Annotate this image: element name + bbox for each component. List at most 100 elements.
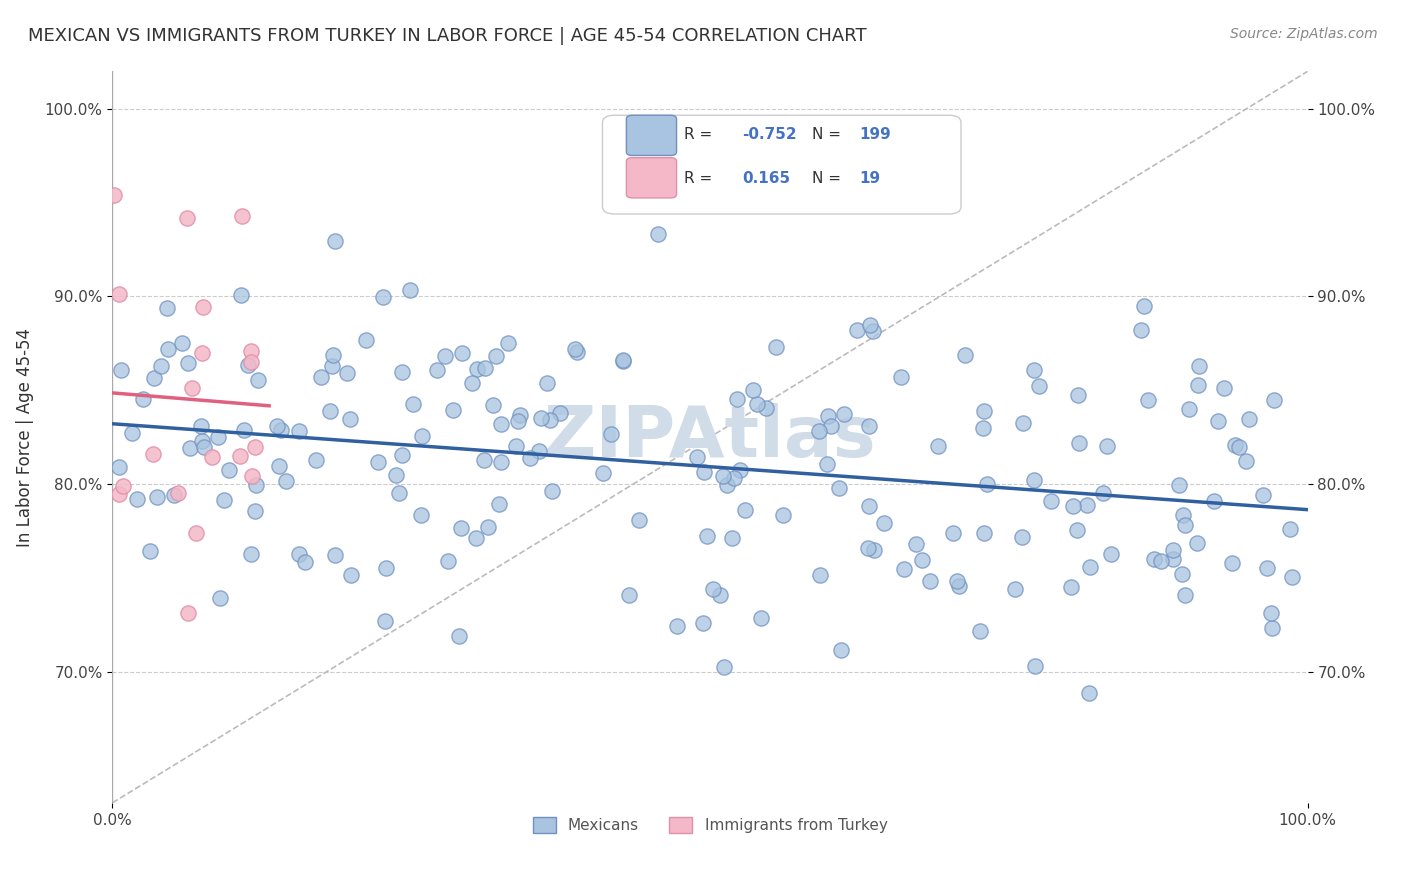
Point [1206,415,1229,429]
Point [1067,436,1090,450]
Point [125,491,148,506]
Point [815,457,838,471]
Point [862,325,884,339]
Point [564,342,586,356]
Point [270,423,292,437]
Point [734,503,756,517]
Text: N =: N = [811,170,845,186]
Point [721,531,744,545]
Point [741,383,763,397]
Point [592,467,614,481]
Point [191,345,214,359]
Point [530,410,553,425]
Point [749,611,772,625]
Text: -0.752: -0.752 [742,128,797,143]
Point [233,423,256,437]
Point [612,353,634,368]
Point [1078,560,1101,574]
Point [827,481,849,495]
Point [112,478,135,492]
Point [627,513,650,527]
Point [1060,580,1083,594]
Point [728,463,751,477]
Point [110,363,132,377]
Point [491,455,513,469]
Point [201,450,224,465]
Point [686,450,709,464]
Point [485,349,508,363]
Point [872,516,894,530]
Text: N =: N = [811,128,845,143]
Point [166,486,188,500]
Point [139,543,162,558]
Point [207,430,229,444]
Text: 19: 19 [859,170,880,186]
Point [807,424,830,438]
Point [156,342,179,356]
Point [1024,363,1046,377]
Point [145,490,167,504]
Point [209,591,232,605]
Point [1133,299,1156,313]
Point [536,376,558,390]
Point [1237,411,1260,425]
Point [830,643,852,657]
Y-axis label: In Labor Force | Age 45-54: In Labor Force | Age 45-54 [15,327,34,547]
Point [1220,556,1243,570]
Point [1099,547,1122,561]
Point [1076,499,1098,513]
Point [488,497,510,511]
Point [322,348,344,362]
Point [972,421,994,435]
Point [1251,488,1274,502]
Point [103,188,125,202]
Point [236,358,259,372]
Point [132,392,155,407]
Point [247,373,270,387]
Point [745,397,768,411]
Point [339,411,361,425]
Point [229,450,252,464]
Text: 199: 199 [859,128,891,143]
Point [1066,523,1088,537]
Point [321,359,343,373]
Point [1011,530,1033,544]
Point [288,424,311,438]
Point [294,555,316,569]
Point [190,419,212,434]
Point [177,356,200,370]
Point [973,404,995,418]
Point [713,660,735,674]
Point [1091,486,1114,500]
Point [716,478,738,492]
Point [1212,381,1234,395]
Point [461,376,484,390]
Point [976,477,998,491]
Point [1173,508,1195,523]
Point [391,365,413,379]
Point [927,439,949,453]
Point [1097,439,1119,453]
Point [1168,477,1191,491]
Point [180,381,202,395]
Point [447,629,470,643]
Point [1004,582,1026,596]
Point [1188,359,1211,373]
Point [702,582,724,596]
Text: MEXICAN VS IMMIGRANTS FROM TURKEY IN LABOR FORCE | AGE 45-54 CORRELATION CHART: MEXICAN VS IMMIGRANTS FROM TURKEY IN LAB… [28,27,866,45]
Point [477,519,499,533]
Point [538,412,561,426]
Point [472,453,495,467]
Point [231,288,253,302]
Point [1161,543,1184,558]
Point [863,543,886,558]
Point [973,526,995,541]
Point [1171,566,1194,581]
Point [723,471,745,485]
Point [565,344,588,359]
Point [354,333,377,347]
Point [942,525,965,540]
Point [411,429,433,443]
Point [163,488,186,502]
Point [108,287,131,301]
